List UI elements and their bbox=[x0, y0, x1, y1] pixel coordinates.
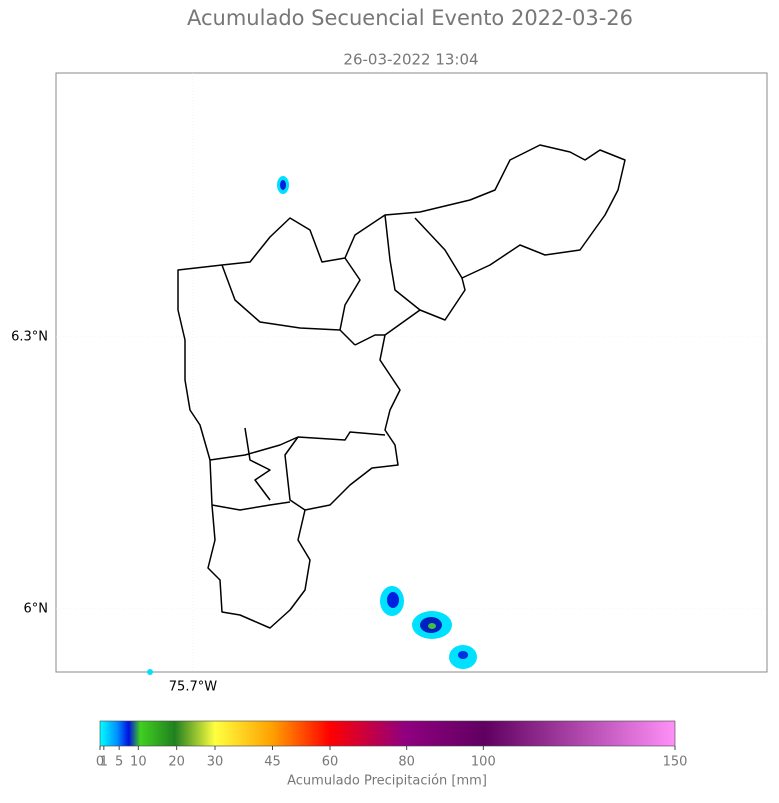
colorbar-tick-label: 60 bbox=[322, 755, 339, 770]
colorbar-tick-label: 100 bbox=[471, 755, 496, 770]
colorbar-tick-label: 0 bbox=[96, 755, 104, 770]
colorbar-tick-label: 80 bbox=[398, 755, 415, 770]
colorbar-tick-label: 20 bbox=[168, 755, 185, 770]
colorbar-tick-label: 5 bbox=[115, 755, 123, 770]
colorbar-tick-label: 150 bbox=[663, 755, 688, 770]
colorbar-label: Acumulado Precipitación [mm] bbox=[287, 774, 487, 789]
y-tick-label: 6.3°N bbox=[11, 329, 48, 344]
precipitation bbox=[147, 176, 477, 675]
colorbar-tick-label: 45 bbox=[264, 755, 281, 770]
axes: 6°N 6.3°N 75.7°W bbox=[11, 329, 217, 694]
y-tick-label: 6°N bbox=[24, 601, 49, 616]
colorbar-tick-label: 30 bbox=[207, 755, 224, 770]
subtitle: 26-03-2022 13:04 bbox=[343, 51, 478, 69]
municipal-boundaries bbox=[177, 144, 626, 629]
colorbar bbox=[99, 720, 676, 747]
graticule bbox=[56, 73, 767, 672]
colorbar-axis: 01 5 10 20 30 45 60 80 100 150 bbox=[96, 746, 688, 770]
map-frame bbox=[55, 72, 768, 673]
title: Acumulado Secuencial Evento 2022-03-26 bbox=[187, 6, 633, 30]
x-tick-label: 75.7°W bbox=[169, 680, 217, 695]
colorbar-tick-label: 1 bbox=[100, 755, 108, 770]
colorbar-tick-label: 10 bbox=[130, 755, 147, 770]
